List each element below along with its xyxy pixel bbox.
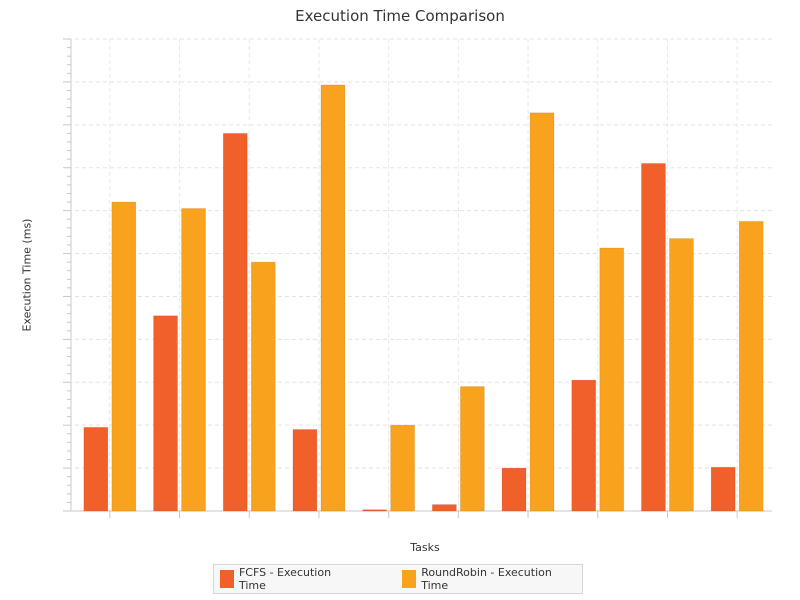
bar-roundrobin-1 (111, 201, 137, 512)
y-axis-label: Execution Time (ms) (20, 218, 34, 332)
bar-fcfs-5 (362, 509, 388, 512)
legend-label-fcfs: FCFS - Execution Time (238, 566, 332, 592)
bar-fcfs-7 (501, 467, 527, 512)
bar-roundrobin-3 (250, 261, 276, 512)
bar-roundrobin-9 (668, 238, 694, 512)
legend: FCFS - Execution Time RoundRobin - Execu… (213, 564, 583, 594)
bar-roundrobin-10 (738, 220, 764, 512)
bar-fcfs-2 (153, 315, 179, 512)
bar-roundrobin-4 (320, 84, 346, 512)
bar-fcfs-3 (222, 132, 248, 512)
bar-roundrobin-6 (459, 386, 485, 512)
legend-item-fcfs: FCFS - Execution Time (220, 566, 361, 592)
legend-swatch-fcfs (220, 570, 234, 588)
bar-roundrobin-8 (599, 247, 625, 512)
bar-fcfs-1 (83, 426, 109, 512)
legend-label-roundrobin: RoundRobin - Execution Time (421, 566, 552, 592)
x-axis-label: Tasks (410, 541, 440, 554)
bar-fcfs-8 (571, 379, 597, 512)
bar-fcfs-4 (292, 428, 318, 512)
chart-title: Execution Time Comparison (295, 7, 505, 25)
bar-fcfs-6 (431, 504, 457, 512)
bar-roundrobin-5 (390, 424, 416, 512)
legend-item-roundrobin: RoundRobin - Execution Time (402, 566, 582, 592)
bar-roundrobin-7 (529, 112, 555, 512)
bar-roundrobin-2 (181, 207, 207, 512)
legend-swatch-roundrobin (402, 570, 417, 588)
bar-fcfs-10 (710, 466, 736, 512)
bar-fcfs-9 (640, 162, 666, 512)
